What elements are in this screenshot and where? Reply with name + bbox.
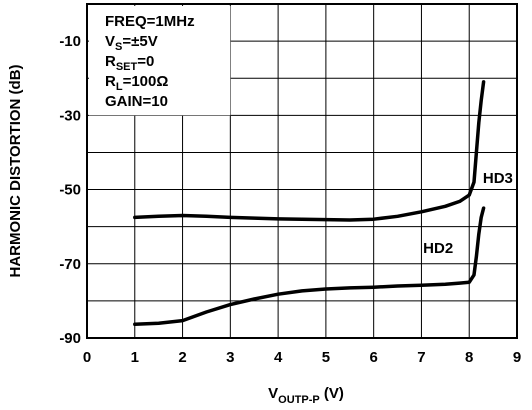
conditions-line: RSET=0 [105, 53, 154, 73]
y-tick-label: -90 [59, 330, 81, 347]
x-axis-title-sub: OUTP-P [278, 394, 320, 406]
x-tick-label: 9 [513, 349, 521, 366]
x-tick-label: 7 [417, 349, 425, 366]
series-label-hd3: HD3 [483, 170, 513, 187]
series-curves [133, 80, 486, 327]
grid-lines [87, 4, 517, 338]
x-axis-title: VOUTP-P (V) [268, 385, 344, 406]
conditions-line: VS=±5V [105, 33, 158, 53]
x-tick-label: 1 [131, 349, 139, 366]
x-tick-label: 8 [465, 349, 473, 366]
x-tick-labels: 0 1 2 3 4 5 6 7 8 9 [83, 349, 521, 366]
x-tick-label: 5 [322, 349, 330, 366]
y-tick-label: -30 [59, 107, 81, 124]
x-tick-label: 6 [369, 349, 377, 366]
conditions-subscript: S [115, 41, 122, 53]
y-tick-label: -70 [59, 256, 81, 273]
conditions-text: V [105, 33, 115, 50]
x-tick-label: 2 [178, 349, 186, 366]
y-tick-label: -50 [59, 182, 81, 199]
conditions-text: R [105, 53, 116, 70]
conditions-text: =±5V [122, 33, 157, 50]
conditions-subscript: SET [116, 61, 138, 73]
conditions-text: =100Ω [123, 73, 169, 90]
conditions-text: =0 [137, 53, 154, 70]
conditions-text: R [105, 73, 116, 90]
x-tick-label: 4 [274, 349, 283, 366]
conditions-line: RL=100Ω [105, 73, 168, 93]
conditions-box [89, 6, 231, 116]
conditions-text: GAIN=10 [105, 93, 168, 110]
y-axis-title: HARMONIC DISTORTION (dB) [7, 64, 24, 277]
series-line-hd2 [133, 206, 486, 327]
series-labels: HD3 HD2 [423, 170, 513, 257]
x-axis-title-unit: (V) [320, 385, 344, 402]
conditions-text: FREQ=1MHz [105, 13, 195, 30]
plot-frame [86, 3, 518, 339]
conditions-line: GAIN=10 [105, 93, 168, 110]
y-tick-labels: -10 -30 -50 -70 -90 [59, 33, 81, 347]
series-label-hd2: HD2 [423, 240, 453, 257]
conditions-line: FREQ=1MHz [105, 13, 195, 30]
conditions-subscript: L [116, 81, 123, 93]
x-tick-label: 3 [226, 349, 234, 366]
series-line-hd3 [133, 80, 486, 222]
x-axis-title-main: V [268, 385, 278, 402]
x-tick-label: 0 [83, 349, 91, 366]
y-tick-label: -10 [59, 33, 81, 50]
